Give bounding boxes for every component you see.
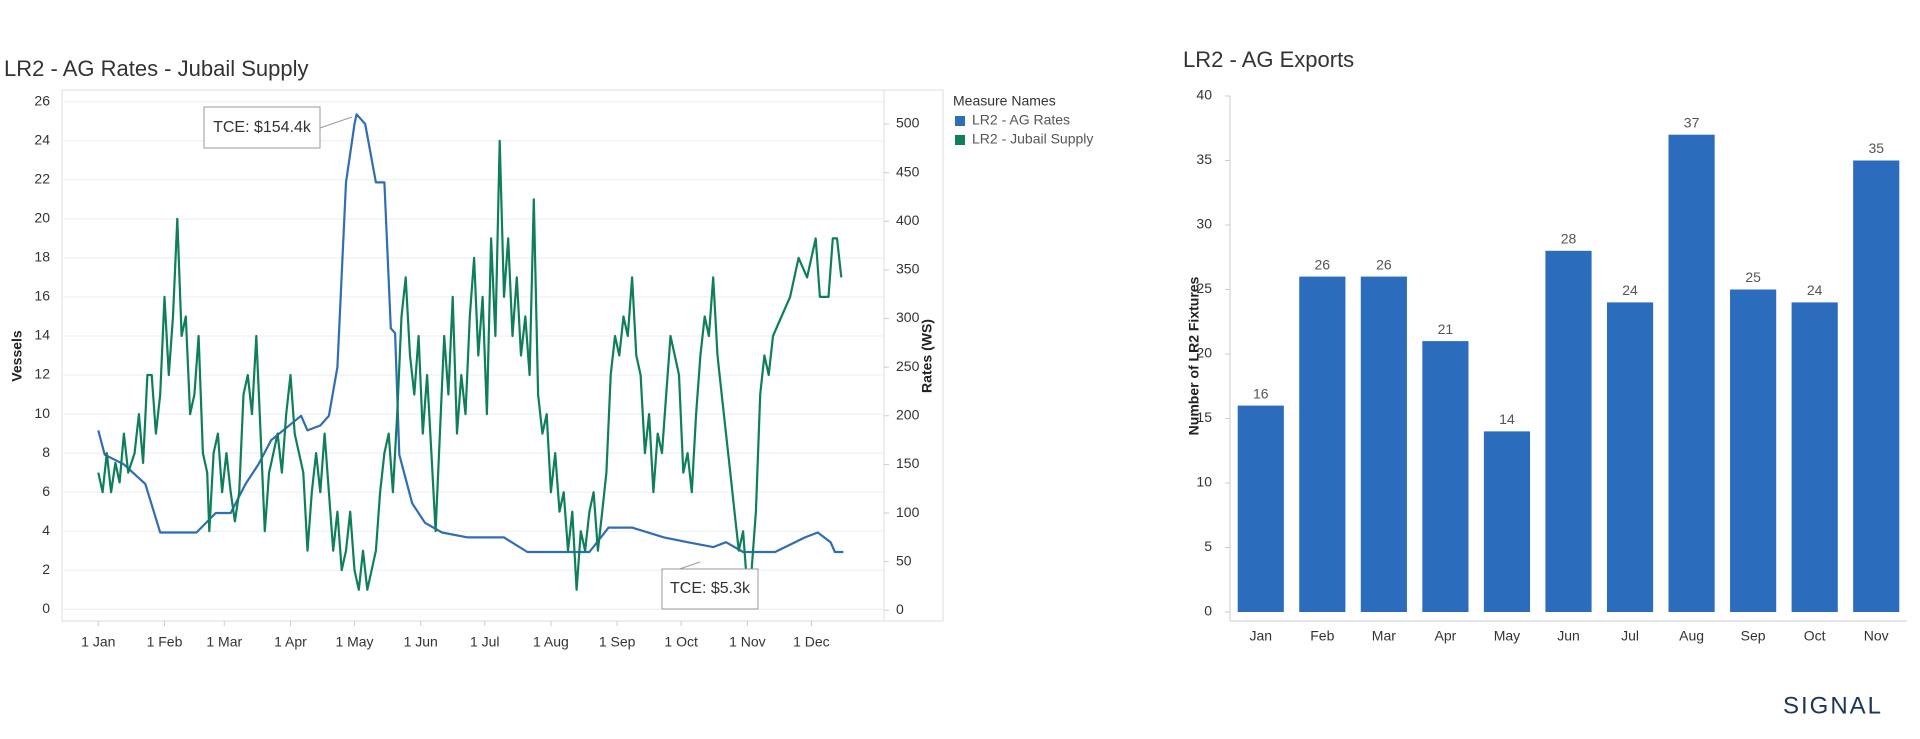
x-tick-label: 1 Nov xyxy=(729,634,766,650)
x-tick-label: 1 Sep xyxy=(599,634,636,650)
y2-tick-label: 300 xyxy=(896,309,920,325)
annotation: TCE: $5.3k xyxy=(670,580,751,597)
y2-tick-label: 50 xyxy=(896,552,912,568)
y-tick-label: 10 xyxy=(1196,474,1212,490)
y-axis-title: Number of LR2 Fixtures xyxy=(1186,276,1202,435)
x-tick-label: Aug xyxy=(1679,628,1704,644)
y-tick-label: 18 xyxy=(34,249,50,265)
y-tick-label: 6 xyxy=(42,483,50,499)
y-tick-label: 40 xyxy=(1196,87,1212,103)
legend-label: LR2 - AG Rates xyxy=(972,112,1070,128)
line-chart-title: LR2 - AG Rates - Jubail Supply xyxy=(4,56,308,81)
plot-frame xyxy=(61,89,944,622)
y-tick-label: 16 xyxy=(34,288,50,304)
bar xyxy=(1299,276,1346,612)
bar xyxy=(1730,289,1777,612)
bar xyxy=(1606,302,1654,612)
y2-tick-label: 100 xyxy=(896,504,920,520)
x-tick-label: 1 Jun xyxy=(404,634,438,650)
legend-swatch xyxy=(955,116,965,126)
bar-value-label: 14 xyxy=(1499,411,1515,427)
bar xyxy=(1791,302,1838,612)
bar-value-label: 21 xyxy=(1438,321,1454,337)
bar-value-label: 26 xyxy=(1315,256,1331,272)
y2-tick-label: 250 xyxy=(896,358,920,374)
y-axis-title: Vessels xyxy=(9,330,25,382)
bar-chart-title: LR2 - AG Exports xyxy=(1183,47,1354,72)
bar xyxy=(1360,276,1407,612)
y-tick-label: 10 xyxy=(34,405,50,421)
x-tick-label: Oct xyxy=(1804,628,1826,644)
bar-value-label: 28 xyxy=(1561,231,1577,247)
y-tick-label: 22 xyxy=(34,171,50,187)
y2-tick-label: 350 xyxy=(896,261,920,277)
y-tick-label: 24 xyxy=(34,131,50,147)
bar xyxy=(1422,341,1469,612)
legend-label: LR2 - Jubail Supply xyxy=(972,131,1093,147)
x-tick-label: 1 Feb xyxy=(147,634,183,650)
x-tick-label: Jan xyxy=(1249,628,1272,644)
x-tick-label: 1 Apr xyxy=(274,634,307,650)
y-tick-label: 2 xyxy=(42,561,50,577)
x-tick-label: Feb xyxy=(1310,628,1334,644)
y2-tick-label: 500 xyxy=(896,115,920,131)
bar xyxy=(1853,160,1900,612)
x-tick-label: 1 Mar xyxy=(206,634,242,650)
y2-tick-label: 150 xyxy=(896,455,920,471)
y-tick-label: 14 xyxy=(34,327,50,343)
bar-value-label: 24 xyxy=(1807,282,1823,298)
legend-title: Measure Names xyxy=(953,93,1056,109)
logo: SIGNAL xyxy=(1783,692,1883,719)
y-tick-label: 35 xyxy=(1196,151,1212,167)
line-series xyxy=(97,113,844,554)
bar-value-label: 25 xyxy=(1745,269,1761,285)
x-tick-label: Nov xyxy=(1864,628,1889,644)
y2-axis-title: Rates (WS) xyxy=(919,319,935,393)
y-tick-label: 5 xyxy=(1204,538,1212,554)
annotation-box xyxy=(203,106,321,149)
bar xyxy=(1668,134,1715,612)
x-tick-label: Jul xyxy=(1621,628,1639,644)
y-tick-label: 0 xyxy=(42,600,50,616)
bar xyxy=(1545,250,1592,613)
y-tick-label: 8 xyxy=(42,444,50,460)
line-series xyxy=(97,139,843,591)
y-tick-label: 12 xyxy=(34,366,50,382)
y-tick-label: 30 xyxy=(1196,216,1212,232)
bar-value-label: 26 xyxy=(1376,256,1392,272)
y-tick-label: 20 xyxy=(34,210,50,226)
x-tick-label: 1 Jul xyxy=(470,634,500,650)
y-tick-label: 25 xyxy=(1196,280,1212,296)
annotation: TCE: $154.4k xyxy=(213,119,312,136)
y2-tick-label: 200 xyxy=(896,406,920,422)
bar xyxy=(1483,431,1531,612)
y-tick-label: 20 xyxy=(1196,345,1212,361)
y2-tick-label: 0 xyxy=(896,601,904,617)
x-tick-label: 1 May xyxy=(335,634,373,650)
x-tick-label: Jun xyxy=(1557,628,1580,644)
legend-swatch xyxy=(955,135,965,145)
bar-value-label: 37 xyxy=(1684,114,1700,130)
bar-value-label: 35 xyxy=(1868,140,1884,156)
x-tick-label: Apr xyxy=(1435,628,1457,644)
x-tick-label: 1 Aug xyxy=(533,634,569,650)
bar-value-label: 16 xyxy=(1253,385,1269,401)
y-tick-label: 0 xyxy=(1204,603,1212,619)
y-tick-label: 15 xyxy=(1196,409,1212,425)
x-tick-label: Mar xyxy=(1372,628,1396,644)
y2-tick-label: 450 xyxy=(896,163,920,179)
y-tick-label: 26 xyxy=(34,92,50,108)
y-tick-label: 4 xyxy=(42,522,50,538)
bar xyxy=(1237,405,1284,612)
y2-tick-label: 400 xyxy=(896,212,920,228)
x-tick-label: 1 Dec xyxy=(793,634,830,650)
annotation-box xyxy=(661,568,759,610)
x-tick-label: May xyxy=(1494,628,1520,644)
x-tick-label: 1 Jan xyxy=(81,634,115,650)
x-tick-label: Sep xyxy=(1741,628,1766,644)
bar-value-label: 24 xyxy=(1622,282,1638,298)
x-tick-label: 1 Oct xyxy=(664,634,698,650)
callout-line xyxy=(319,116,353,129)
